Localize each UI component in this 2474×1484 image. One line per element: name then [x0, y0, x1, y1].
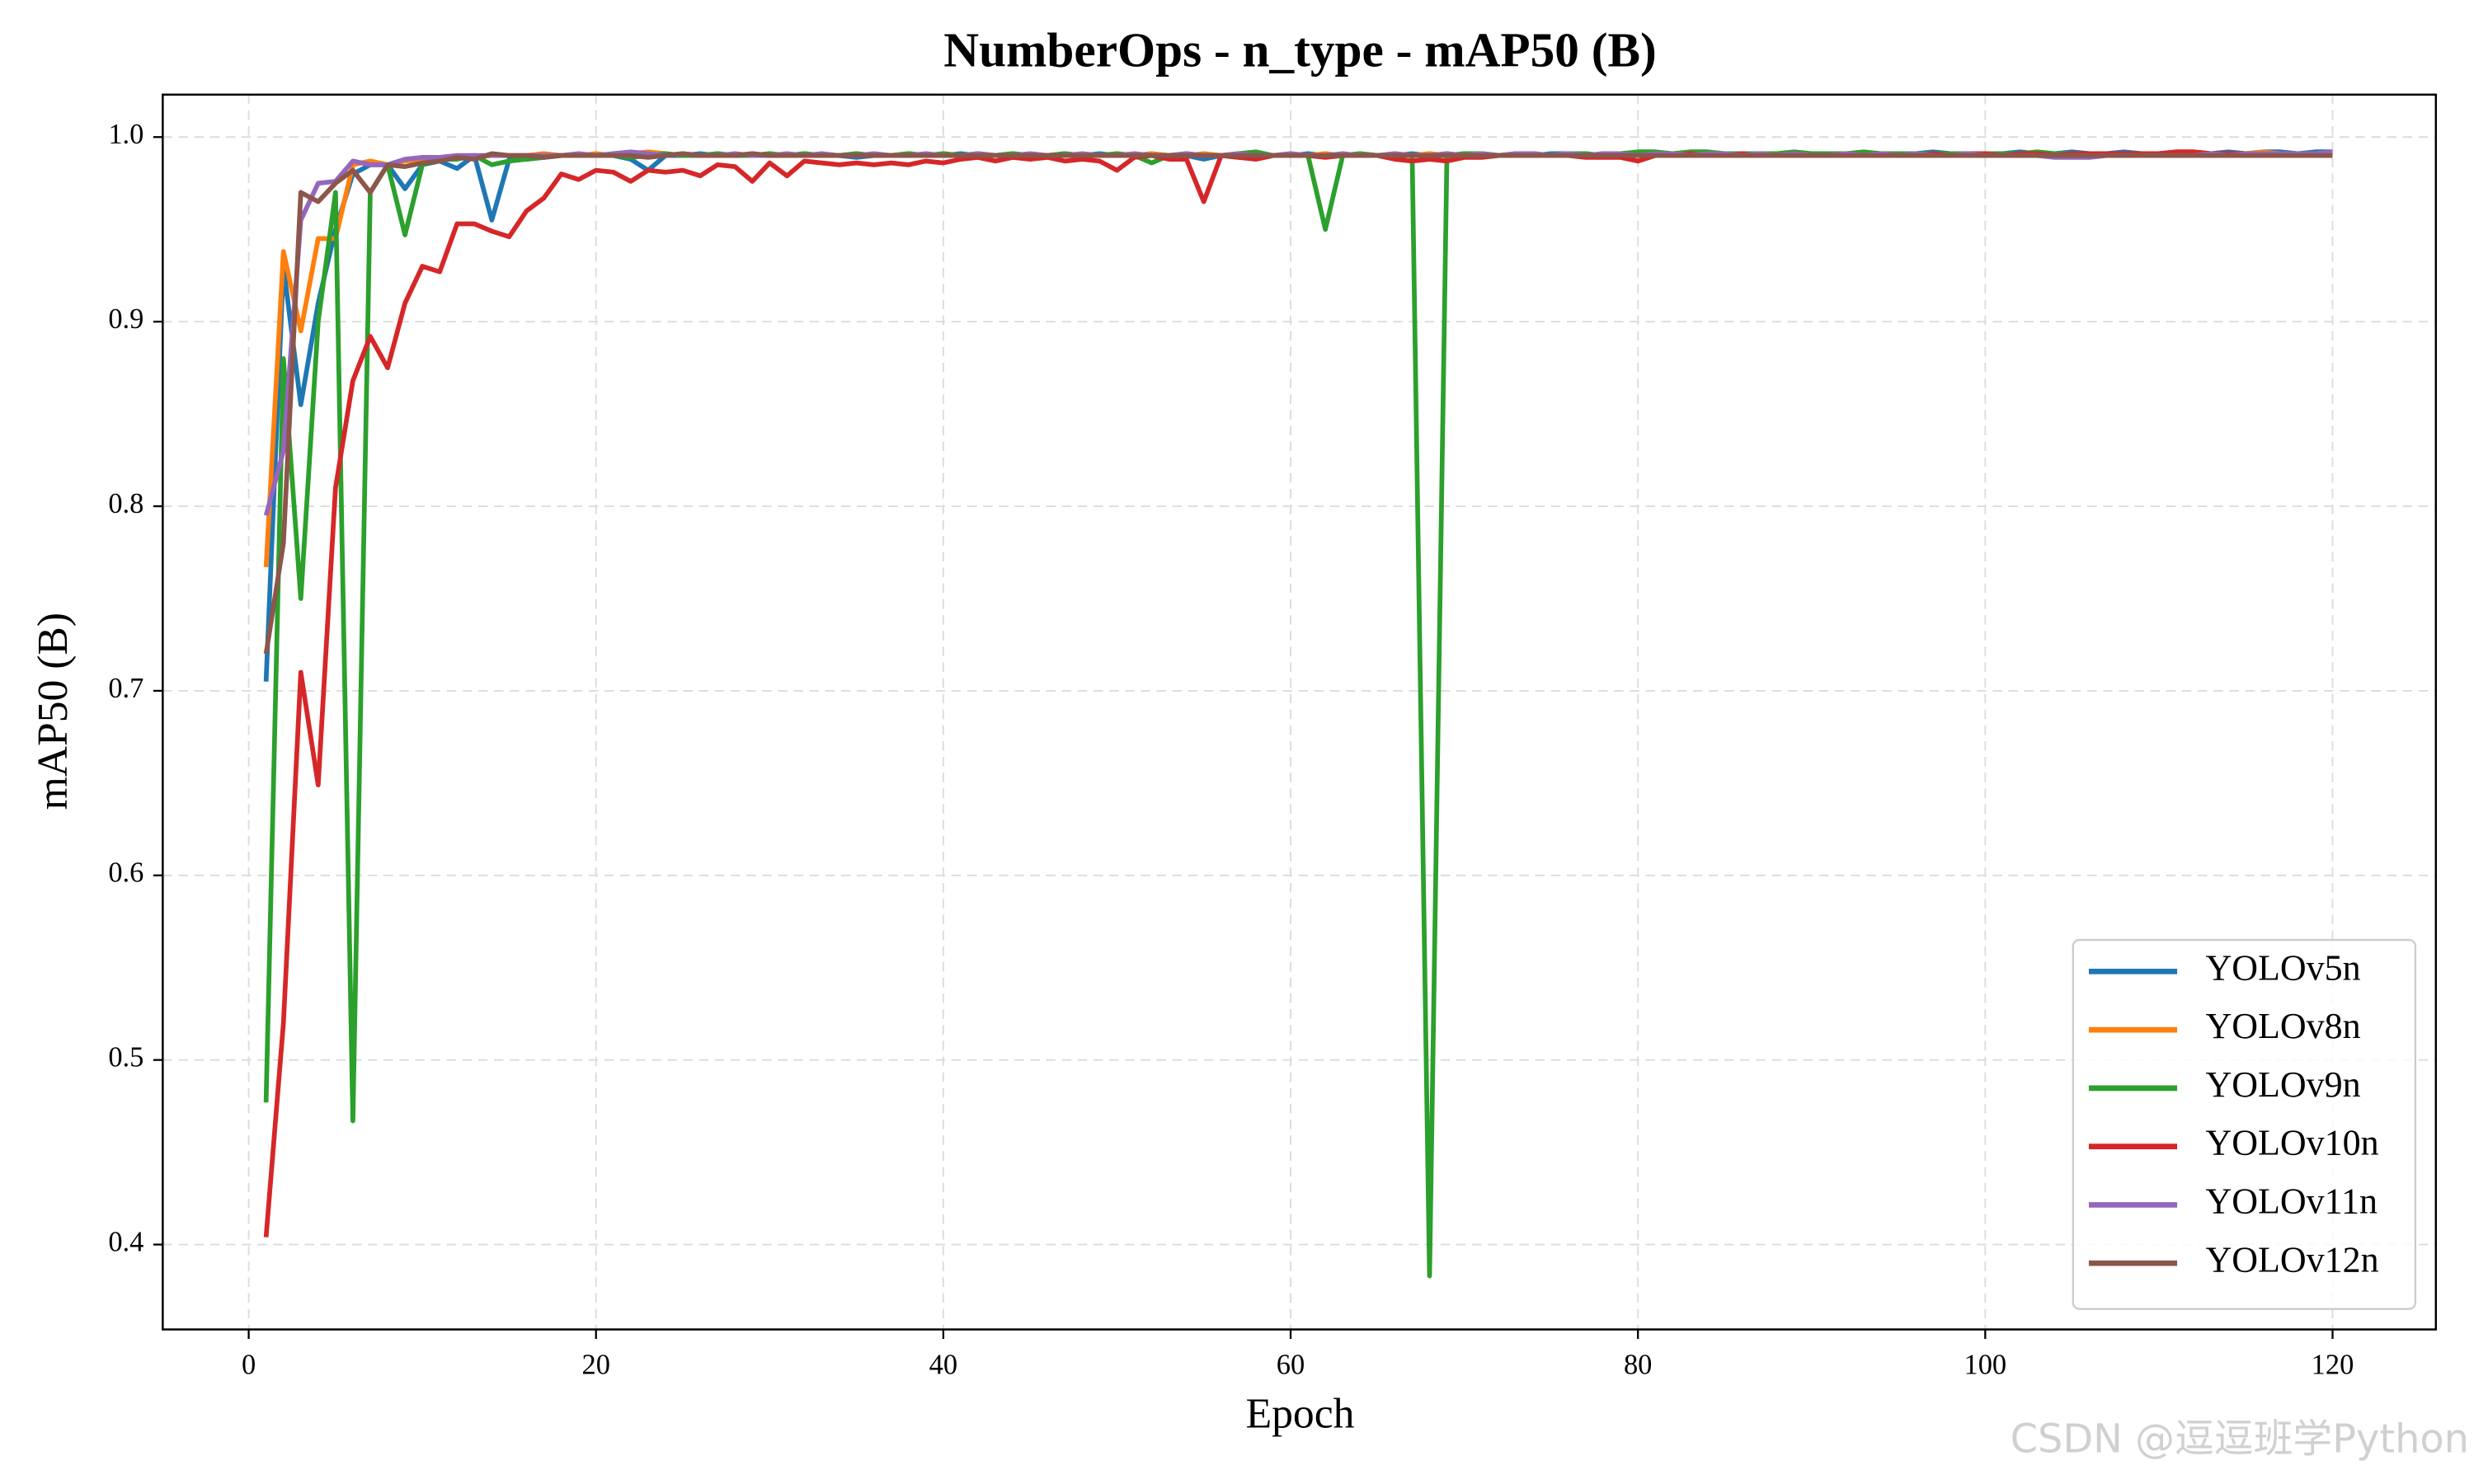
y-axis-label: mAP50 (B) [30, 613, 77, 810]
legend-label: YOLOv10n [2205, 1123, 2378, 1163]
legend: YOLOv5n YOLOv8n YOLOv9n YOLOv10n YOLOv11n YOL… [2072, 938, 2417, 1310]
axes-frame [162, 93, 2438, 1331]
legend-label: YOLOv12n [2205, 1239, 2378, 1280]
legend-label: YOLOv9n [2205, 1064, 2360, 1105]
x-tick-label: 60 [1277, 1349, 1305, 1380]
series-line [263, 151, 2333, 655]
x-tick-label: 20 [582, 1349, 610, 1380]
y-tick-label: 0.6 [108, 857, 143, 889]
y-tick-label: 0.4 [108, 1226, 143, 1257]
legend-label: YOLOv5n [2205, 947, 2360, 988]
y-tick-label: 0.8 [108, 488, 143, 519]
legend-label: YOLOv11n [2205, 1181, 2378, 1222]
y-tick-label: 0.9 [108, 303, 143, 335]
y-tick-label: 0.7 [108, 673, 143, 704]
x-tick-label: 100 [1964, 1349, 2007, 1380]
ticks: 0 20 40 60 80 100 120 0.4 0.5 0.6 0.7 0.8 0.9 1.0 [108, 119, 2354, 1380]
x-tick-label: 120 [2312, 1349, 2354, 1380]
plot-area [263, 149, 2333, 1279]
y-tick-label: 1.0 [108, 119, 143, 150]
y-tick-label: 0.5 [108, 1042, 143, 1073]
legend-label: YOLOv8n [2205, 1006, 2360, 1046]
chart-title: NumberOps - n_type - mAP50 (B) [943, 23, 1656, 77]
x-axis-label: Epoch [1246, 1391, 1355, 1438]
x-tick-label: 0 [242, 1349, 256, 1380]
watermark: CSDN @逗逗班学Python [2011, 1416, 2469, 1462]
grid [162, 94, 2436, 1330]
x-tick-label: 40 [929, 1349, 957, 1380]
x-tick-label: 80 [1624, 1349, 1652, 1380]
